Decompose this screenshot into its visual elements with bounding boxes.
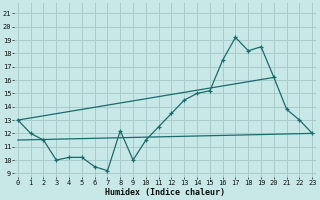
X-axis label: Humidex (Indice chaleur): Humidex (Indice chaleur) xyxy=(105,188,225,197)
